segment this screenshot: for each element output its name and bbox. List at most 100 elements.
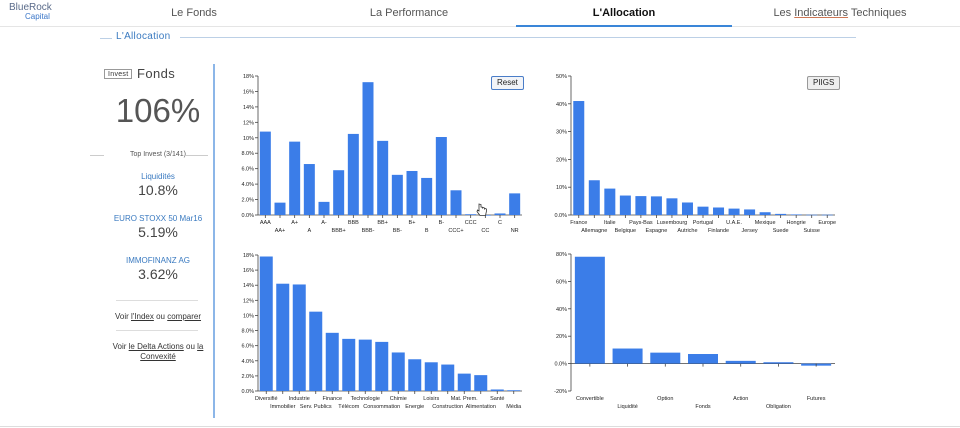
bar xyxy=(435,137,447,215)
x-tick-label: Pays-Bas xyxy=(629,220,653,226)
bar xyxy=(362,82,374,215)
bar xyxy=(259,256,273,391)
x-tick-label: Média xyxy=(506,404,522,410)
y-tick-label: 8.0% xyxy=(241,329,254,335)
y-tick-label: 16% xyxy=(243,89,254,95)
divider xyxy=(116,300,198,301)
x-tick-label: Jersey xyxy=(741,228,757,234)
x-tick-label: Immobilier xyxy=(270,404,296,410)
tab-le-fonds[interactable]: Le Fonds xyxy=(171,7,217,19)
x-tick-label: A- xyxy=(321,220,327,226)
top-invest-value: 3.62% xyxy=(138,266,178,282)
x-tick-label: BB+ xyxy=(377,220,388,226)
divider xyxy=(186,155,208,156)
rating-allocation-chart: 0.0%2.0%4.0%6.0%8.0%10%12%14%16%18%AAAAA… xyxy=(241,74,522,234)
top-invest-name[interactable]: EURO STOXX 50 Mar16 xyxy=(113,214,203,223)
x-tick-label: Construction xyxy=(432,404,463,410)
reset-button[interactable]: Reset xyxy=(491,76,524,90)
ou-text: ou xyxy=(153,312,168,321)
y-tick-label: 4.0% xyxy=(241,182,254,188)
bar xyxy=(303,164,315,215)
brand-logo[interactable]: BlueRock Capital xyxy=(9,2,52,22)
y-tick-label: 10% xyxy=(243,136,254,142)
delta-actions-link[interactable]: le Delta Actions xyxy=(128,342,184,351)
bar xyxy=(635,196,647,215)
bar xyxy=(259,131,271,215)
bar xyxy=(744,209,756,215)
x-tick-label: BB- xyxy=(393,228,402,234)
x-tick-label: Europe xyxy=(818,220,836,226)
bar xyxy=(333,170,345,215)
bar xyxy=(424,362,438,391)
brand-subtitle: Capital xyxy=(25,12,50,21)
x-tick-label: Chimie xyxy=(390,396,407,402)
bar xyxy=(588,180,600,215)
x-tick-label: CC xyxy=(481,228,489,234)
y-tick-label: 8.0% xyxy=(241,151,254,157)
bar xyxy=(325,332,339,391)
tab-allocation[interactable]: L'Allocation xyxy=(592,7,656,19)
x-tick-label: Belgique xyxy=(615,228,636,234)
x-tick-label: Mat. Prem. xyxy=(451,396,478,402)
x-tick-label: Convertible xyxy=(576,396,604,402)
tab-label-post: Techniques xyxy=(848,7,907,19)
x-tick-label: AAA xyxy=(260,220,271,226)
y-tick-label: 0.0% xyxy=(241,389,254,395)
x-tick-label: BBB- xyxy=(362,228,375,234)
bar xyxy=(406,170,418,215)
y-tick-label: 0.0% xyxy=(554,362,567,368)
tab-indicateurs-techniques[interactable]: Les Indicateurs Techniques xyxy=(770,7,910,19)
active-tab-indicator xyxy=(516,25,732,27)
y-tick-label: 10% xyxy=(243,313,254,319)
x-tick-label: Industrie xyxy=(289,396,310,402)
bar xyxy=(725,360,756,364)
bar xyxy=(509,193,521,215)
y-tick-label: 2.0% xyxy=(241,198,254,204)
x-tick-label: Technologie xyxy=(351,396,380,402)
x-tick-label: Diversifié xyxy=(255,396,278,402)
x-tick-label: BBB+ xyxy=(332,228,346,234)
top-invest-name[interactable]: IMMOFINANZ AG xyxy=(126,256,190,265)
x-tick-label: Luxembourg xyxy=(657,220,688,226)
x-tick-label: Option xyxy=(657,396,673,402)
page-bottom-border xyxy=(0,426,960,427)
index-link[interactable]: l'Index xyxy=(131,312,154,321)
top-invest-name[interactable]: Liquidités xyxy=(141,172,175,181)
x-tick-label: Portugal xyxy=(693,220,714,226)
x-tick-label: Futures xyxy=(807,396,826,402)
bar xyxy=(441,364,455,391)
bar xyxy=(681,202,693,215)
y-tick-label: 18% xyxy=(243,74,254,80)
x-tick-label: B+ xyxy=(409,220,416,226)
fonds-label: Fonds xyxy=(137,66,176,81)
bar xyxy=(465,214,477,215)
bar xyxy=(391,352,405,391)
bar xyxy=(775,213,787,215)
bar xyxy=(450,190,462,215)
x-tick-label: Alimentation xyxy=(466,404,496,410)
y-tick-label: 14% xyxy=(243,283,254,289)
bar xyxy=(408,359,422,391)
tab-label-underlined: Indicateurs xyxy=(794,7,849,19)
comparer-link[interactable]: comparer xyxy=(167,312,202,321)
sector-allocation-chart: 0.0% 2.0% 4.0% 6.0% 8.0% 10% 12% 14% 16% 18% Diver… xyxy=(241,253,522,410)
convexite-link[interactable]: la Convexité xyxy=(140,342,204,361)
y-tick-label: 80% xyxy=(556,252,567,258)
invest-tag: Invest xyxy=(104,69,133,79)
brand-name: BlueRock xyxy=(9,2,52,13)
bar xyxy=(697,206,709,215)
bar xyxy=(391,174,403,215)
tab-label-pre: Les xyxy=(773,7,795,19)
bar xyxy=(292,284,306,391)
bar xyxy=(790,214,802,216)
tab-la-performance[interactable]: La Performance xyxy=(369,7,449,19)
x-tick-label: Suisse xyxy=(803,228,820,234)
piigs-button[interactable]: PIIGS xyxy=(807,76,841,90)
top-invest-value: 10.8% xyxy=(138,182,178,198)
bar xyxy=(619,195,631,215)
bar xyxy=(713,207,725,215)
top-invest-heading: Top Invest (3/141) xyxy=(129,151,187,158)
bar xyxy=(574,256,605,364)
y-tick-label: 2.0% xyxy=(241,374,254,380)
bar xyxy=(490,389,504,391)
